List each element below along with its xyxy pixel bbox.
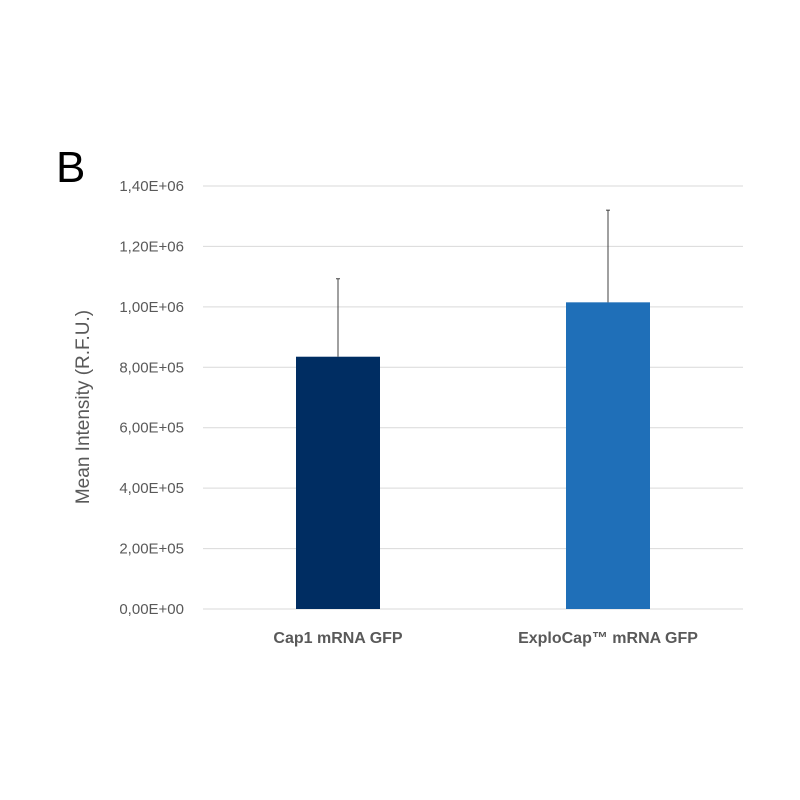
y-tick-label: 1,40E+06 — [119, 178, 184, 195]
error-bars — [336, 209, 610, 357]
y-tick-labels: 0,00E+00 2,00E+05 4,00E+05 6,00E+05 8,00E+05… — [119, 178, 184, 618]
bars — [296, 302, 650, 609]
y-tick-label: 6,00E+05 — [119, 420, 184, 437]
category-label: ExploCap™ mRNA GFP — [518, 630, 698, 647]
y-tick-label: 0,00E+00 — [119, 601, 184, 618]
category-label: Cap1 mRNA GFP — [273, 630, 403, 647]
y-axis-title: Mean Intensity (R.F.U.) — [73, 310, 94, 504]
gridlines — [203, 185, 743, 610]
y-tick-label: 4,00E+05 — [119, 480, 184, 497]
bar — [296, 356, 380, 609]
panel-label: B — [56, 143, 86, 192]
category-labels: Cap1 mRNA GFP ExploCap™ mRNA GFP — [273, 630, 698, 647]
y-tick-label: 1,00E+06 — [119, 299, 184, 316]
y-tick-label: 8,00E+05 — [119, 359, 184, 376]
y-tick-label: 1,20E+06 — [119, 238, 184, 255]
y-tick-label: 2,00E+05 — [119, 541, 184, 558]
bar — [566, 302, 650, 609]
